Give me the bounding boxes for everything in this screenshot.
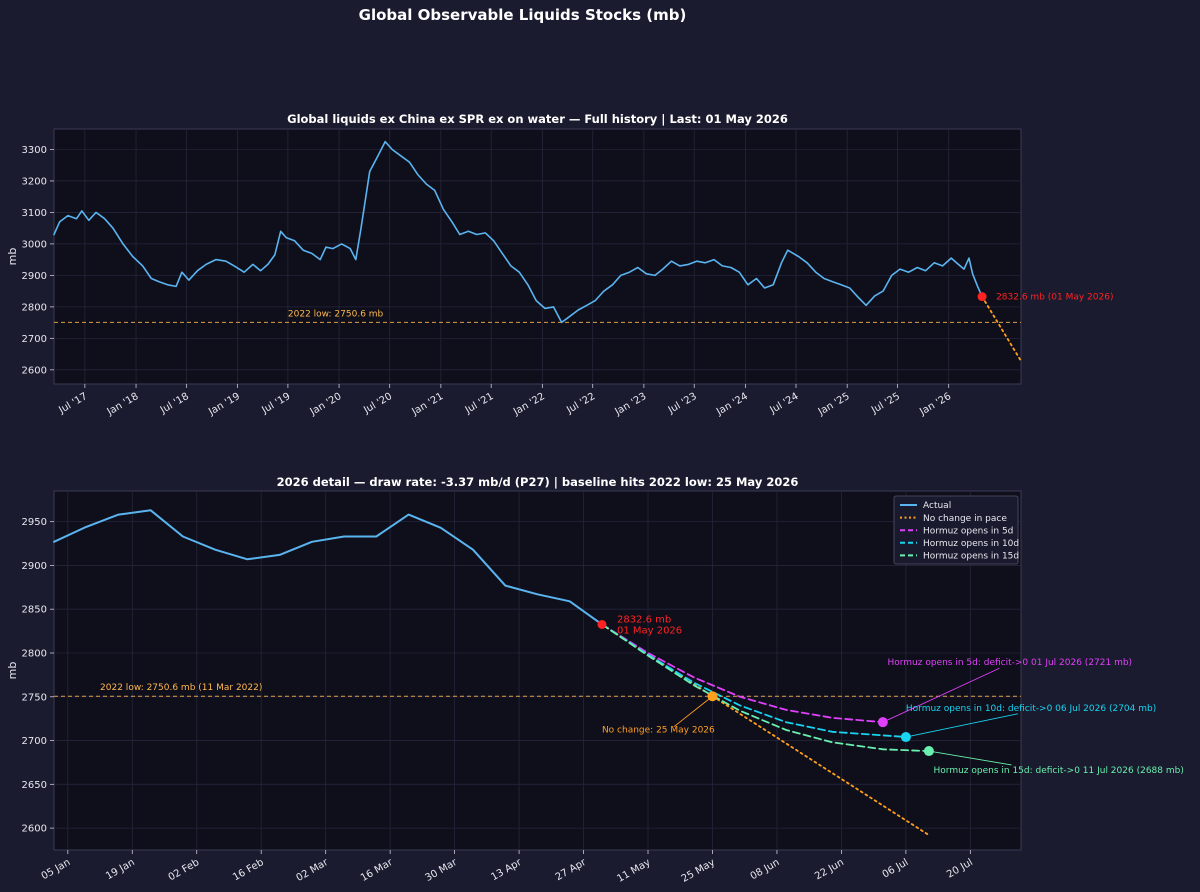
x-tick-label: Jan '19 [206, 391, 242, 418]
y-tick-label: 2600 [22, 365, 47, 376]
x-tick-label: Jan '22 [511, 391, 547, 418]
x-tick-label: Jan '21 [409, 391, 445, 418]
y-axis-label: mb [6, 248, 19, 266]
y-axis-label: mb [6, 662, 19, 680]
chart-panel-2: 2026 detail — draw rate: -3.37 mb/d (P27… [6, 475, 1184, 885]
y-tick-label: 3200 [22, 176, 47, 187]
x-tick-label: Jul '21 [463, 391, 496, 416]
x-tick-label: Jul '24 [768, 391, 801, 416]
series-line-actual [53, 509, 603, 626]
series-line-no-change [981, 295, 1022, 362]
x-tick-label: 19 Jan [104, 857, 137, 882]
x-tick-label: Jul '22 [564, 391, 597, 416]
y-tick-label: 3000 [22, 239, 47, 250]
x-tick-label: Jul '25 [869, 391, 902, 416]
y-tick-label: 2900 [22, 271, 47, 282]
chart-title: 2026 detail — draw rate: -3.37 mb/d (P27… [277, 475, 799, 489]
y-tick-label: 2800 [22, 648, 47, 659]
y-tick-label: 2850 [22, 605, 47, 616]
last-point-date: 01 May 2026 [617, 625, 682, 636]
x-tick-label: 27 Apr [554, 857, 589, 884]
plot-area [53, 128, 1022, 385]
x-tick-label: 11 May [615, 857, 652, 885]
x-tick-label: 25 May [680, 857, 717, 885]
annotation-text-no-change: No change: 25 May 2026 [602, 726, 715, 736]
x-tick-label: 08 Jun [749, 857, 782, 882]
x-tick-label: Jul '20 [361, 391, 394, 416]
x-tick-label: 06 Jul [881, 857, 911, 881]
y-tick-label: 2950 [22, 517, 47, 528]
y-tick-label: 3100 [22, 208, 47, 219]
x-tick-label: Jul '23 [666, 391, 699, 416]
x-tick-label: 02 Mar [295, 857, 331, 884]
legend-label: Hormuz opens in 5d [923, 526, 1013, 536]
annotation-leader-no-change [673, 695, 713, 728]
chart-legend: Actual No change in pace Hormuz opens in 5… [893, 495, 1019, 565]
annotation-leader-hormuz-10d [905, 713, 1018, 738]
series-line-hormuz-5d [601, 623, 884, 724]
y-tick-label: 2800 [22, 302, 47, 313]
annotation-point-no-change [707, 691, 718, 702]
y-tick-label: 2650 [22, 780, 47, 791]
chart-panel-1: Global liquids ex China ex SPR ex on wat… [6, 112, 1113, 418]
annotation-text-hormuz-10d: Hormuz opens in 10d: deficit->0 06 Jul 2… [906, 704, 1156, 714]
last-point-marker [977, 292, 987, 302]
x-tick-label: Jan '20 [308, 391, 344, 418]
chart-title: Global liquids ex China ex SPR ex on wat… [287, 112, 788, 126]
plot-area [53, 490, 1022, 851]
y-tick-label: 2700 [22, 334, 47, 345]
annotation-leader-hormuz-15d [928, 750, 1012, 766]
x-tick-label: Jul '17 [56, 391, 89, 416]
hline-label: 2022 low: 2750.6 mb [288, 309, 384, 319]
series-line-actual [53, 140, 983, 324]
annotation-text-hormuz-5d: Hormuz opens in 5d: deficit->0 01 Jul 20… [887, 658, 1132, 668]
x-tick-label: Jan '25 [816, 391, 852, 418]
last-point-marker [597, 619, 607, 629]
annotation-point-hormuz-10d [900, 732, 911, 743]
x-tick-label: 22 Jun [813, 857, 846, 882]
legend-label: Hormuz opens in 10d [923, 539, 1019, 549]
legend-label: Hormuz opens in 15d [923, 552, 1019, 562]
series-line-hormuz-15d [601, 623, 930, 752]
x-tick-label: Jul '18 [158, 391, 191, 416]
y-tick-label: 2600 [22, 824, 47, 835]
x-tick-label: Jan '18 [105, 391, 141, 418]
annotation-point-hormuz-5d [877, 717, 888, 728]
x-tick-label: 05 Jan [40, 857, 73, 882]
last-point-label: 2832.6 mb [617, 614, 671, 625]
legend-label: Actual [923, 501, 951, 511]
y-tick-label: 2900 [22, 561, 47, 572]
x-tick-label: Jul '19 [259, 391, 292, 416]
x-tick-label: Jan '26 [917, 391, 953, 418]
x-tick-label: Jan '23 [612, 391, 648, 418]
figure-title: Global Observable Liquids Stocks (mb) [358, 6, 687, 24]
x-tick-label: 16 Mar [359, 857, 395, 884]
x-tick-label: Jan '24 [714, 391, 750, 418]
annotation-point-hormuz-15d [923, 746, 934, 757]
x-tick-label: 13 Apr [489, 857, 524, 884]
last-point-label: 2832.6 mb (01 May 2026) [996, 293, 1113, 303]
x-tick-label: 20 Jul [945, 857, 975, 881]
annotation-leader-hormuz-5d [882, 667, 1000, 723]
x-tick-label: 16 Feb [231, 857, 266, 883]
annotation-text-hormuz-15d: Hormuz opens in 15d: deficit->0 11 Jul 2… [934, 766, 1184, 776]
legend-box [893, 495, 1019, 565]
x-tick-label: 02 Feb [167, 857, 202, 883]
y-tick-label: 2700 [22, 736, 47, 747]
y-tick-label: 3300 [22, 145, 47, 156]
x-tick-label: 30 Mar [423, 857, 459, 884]
legend-label: No change in pace [923, 514, 1007, 524]
hline-label: 2022 low: 2750.6 mb (11 Mar 2022) [100, 683, 262, 693]
y-tick-label: 2750 [22, 692, 47, 703]
